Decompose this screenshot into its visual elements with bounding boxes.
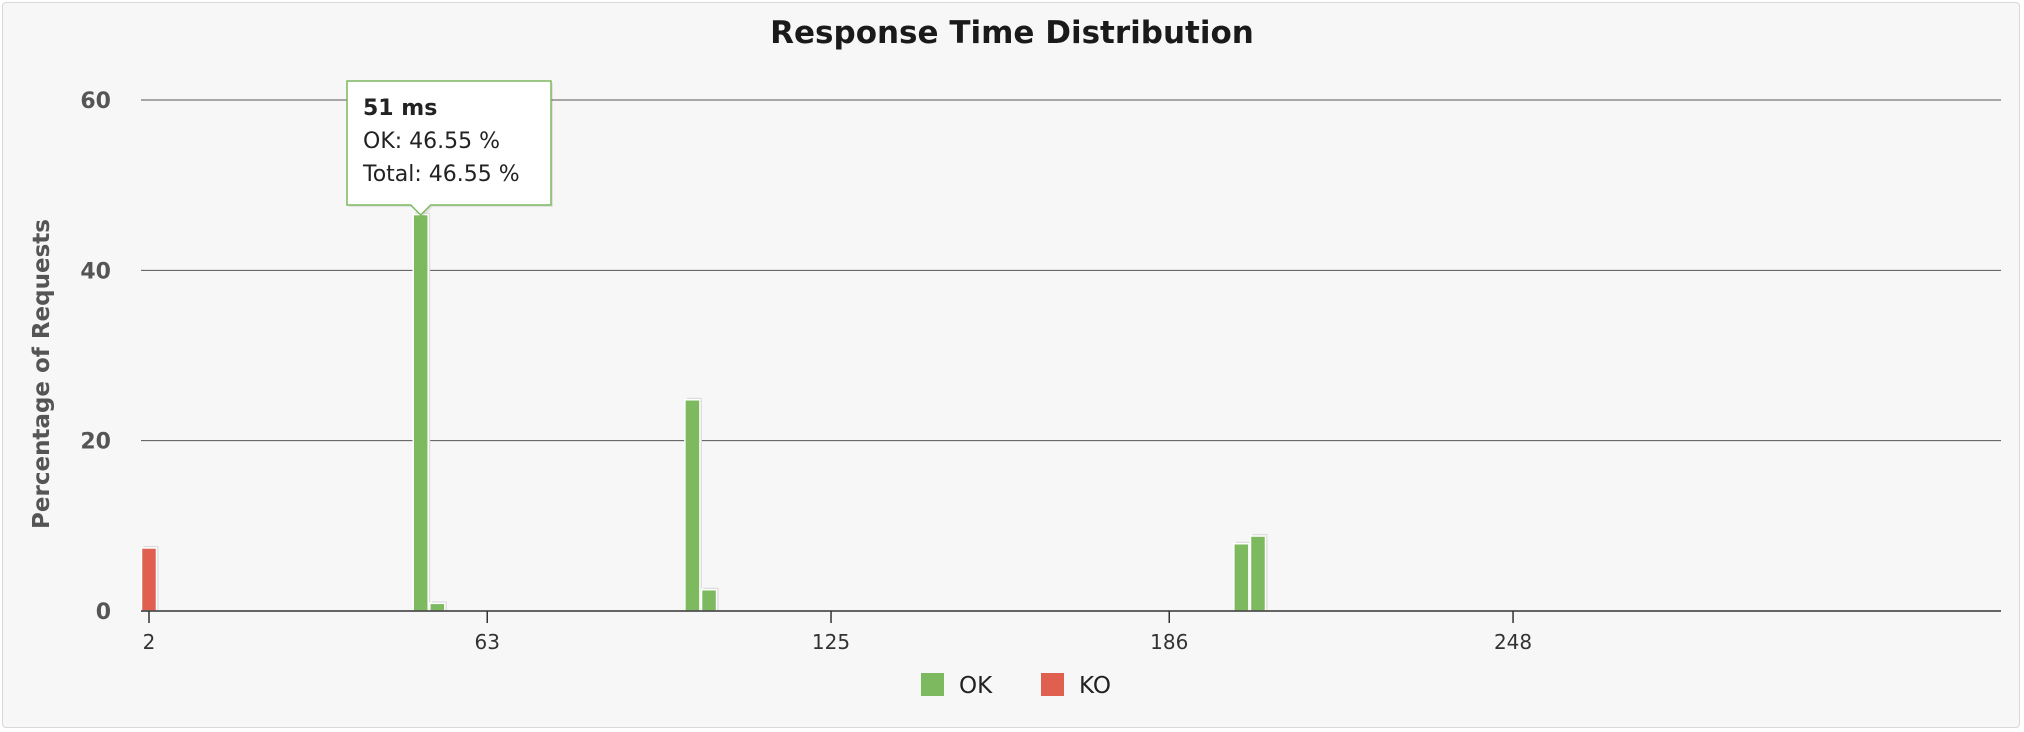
legend-swatch [1041, 673, 1064, 696]
tooltip-title: 51 ms [363, 96, 437, 121]
bar-ok-202[interactable] [1249, 534, 1268, 612]
bar-fill [429, 602, 446, 612]
legend[interactable]: OK KO [921, 673, 1111, 699]
x-tick-label: 2 [143, 630, 156, 654]
bar-fill [700, 588, 718, 612]
bar-fill [684, 399, 701, 612]
bar-fill [140, 547, 158, 612]
bar-ok-100[interactable] [684, 397, 702, 612]
x-tick-label: 186 [1150, 630, 1188, 654]
x-tick-label: 248 [1494, 630, 1532, 654]
bar-fill [1249, 535, 1267, 612]
legend-label: OK [959, 673, 993, 699]
y-tick-label: 20 [80, 430, 111, 455]
bar-ko-2[interactable] [140, 545, 159, 612]
bar-fill [412, 213, 429, 612]
bar-ok-103[interactable] [700, 587, 719, 612]
bar-ok-51[interactable] [412, 212, 431, 612]
tooltip-total-line: Total: 46.55 % [362, 162, 520, 187]
bars [140, 212, 1268, 612]
bar-ok-54[interactable] [429, 601, 447, 612]
y-axis-label: Percentage of Requests [29, 219, 55, 529]
y-tick-label: 0 [96, 600, 111, 625]
tooltip-ok-line: OK: 46.55 % [363, 129, 500, 154]
legend-item-ko[interactable]: KO [1041, 673, 1111, 699]
legend-item-ok[interactable]: OK [921, 673, 993, 699]
chart-title: Response Time Distribution [770, 15, 1254, 51]
tooltip-box [346, 80, 552, 217]
x-axis: 2 63 125 186 248 [141, 610, 2001, 654]
tooltip: 51 ms OK: 46.55 % Total: 46.55 % [346, 80, 553, 217]
bar-ok-199[interactable] [1233, 541, 1251, 612]
y-tick-label: 60 [80, 89, 111, 114]
legend-swatch [921, 673, 944, 696]
x-tick-label: 63 [475, 630, 500, 654]
legend-label: KO [1079, 673, 1111, 699]
y-tick-label: 40 [80, 259, 111, 284]
bar-fill [1233, 542, 1250, 612]
x-tick-label: 125 [812, 630, 850, 654]
response-time-chart: Response Time Distribution Percentage of… [29, 15, 2001, 699]
